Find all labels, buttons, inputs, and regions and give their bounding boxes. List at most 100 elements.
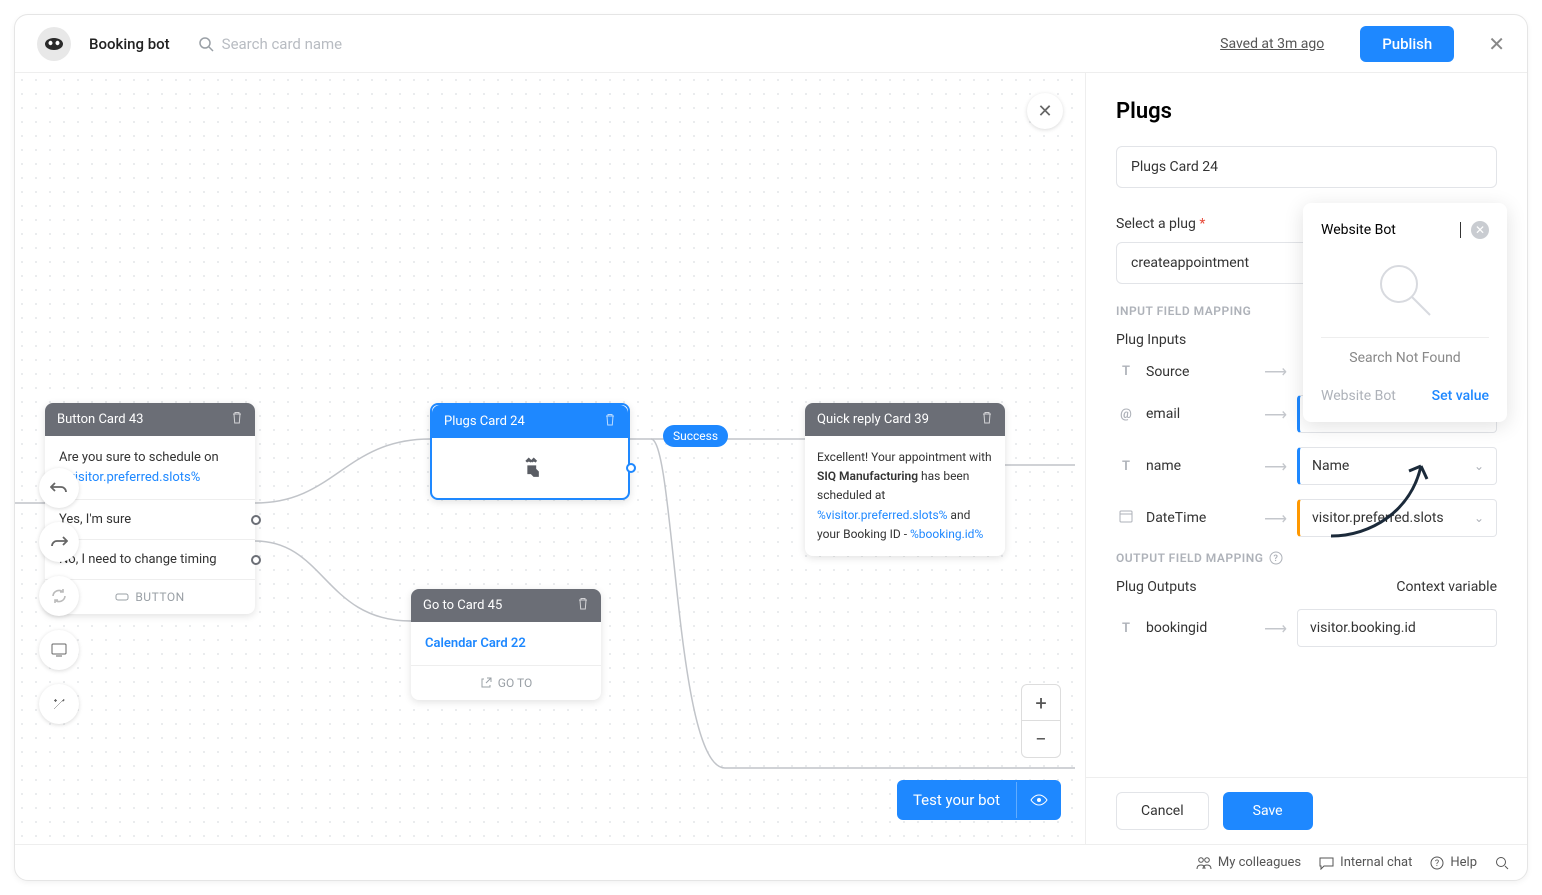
card-title: Plugs Card 24 xyxy=(444,414,525,429)
arrow-icon: ⟶ xyxy=(1264,457,1287,476)
output-map-row: T bookingid ⟶ xyxy=(1116,609,1497,647)
text-icon: T xyxy=(1116,364,1136,379)
close-icon[interactable]: ✕ xyxy=(1488,32,1505,56)
popover-search-input[interactable] xyxy=(1321,222,1461,238)
success-badge: Success xyxy=(663,425,728,447)
output-mapping-label: OUTPUT FIELD MAPPING ? xyxy=(1116,551,1497,565)
clear-icon[interactable]: ✕ xyxy=(1471,221,1489,239)
topbar: Booking bot Saved at 3m ago Publish ✕ xyxy=(15,15,1527,73)
selected-plug-value: createappointment xyxy=(1131,255,1249,271)
input-name: email xyxy=(1146,406,1180,422)
magnifier-icon xyxy=(1321,259,1489,321)
port-icon[interactable] xyxy=(251,515,261,525)
text-icon: T xyxy=(1116,459,1136,474)
internal-chat-link[interactable]: Internal chat xyxy=(1319,855,1412,870)
search-wrap[interactable] xyxy=(198,35,482,53)
card-body xyxy=(432,438,628,498)
arrow-icon: ⟶ xyxy=(1264,405,1287,424)
text-icon: T xyxy=(1116,621,1136,636)
input-map-row: T name ⟶ Name ⌄ xyxy=(1116,447,1497,485)
trash-icon[interactable] xyxy=(604,413,616,430)
option-label: No, I need to change timing xyxy=(59,552,217,567)
port-icon[interactable] xyxy=(626,463,636,473)
chevron-down-icon: ⌄ xyxy=(1474,459,1484,473)
magic-button[interactable] xyxy=(39,684,79,724)
bot-avatar xyxy=(37,27,71,61)
svg-text:?: ? xyxy=(1274,554,1279,564)
mapping-field[interactable]: visitor.preferred.slots ⌄ xyxy=(1297,499,1497,537)
card-title: Go to Card 45 xyxy=(423,598,502,613)
footer-search[interactable] xyxy=(1495,856,1509,870)
info-icon: ? xyxy=(1269,551,1283,565)
popover-value-grey: Website Bot xyxy=(1321,388,1396,404)
publish-button[interactable]: Publish xyxy=(1360,26,1454,62)
input-map-row: DateTime ⟶ visitor.preferred.slots ⌄ xyxy=(1116,499,1497,537)
people-icon xyxy=(1196,856,1212,870)
input-name: DateTime xyxy=(1146,510,1206,526)
redo-button[interactable] xyxy=(39,522,79,562)
cancel-button[interactable]: Cancel xyxy=(1116,792,1209,830)
saved-status[interactable]: Saved at 3m ago xyxy=(1220,36,1324,52)
search-icon xyxy=(198,36,214,52)
card-header: Go to Card 45 xyxy=(411,589,601,622)
canvas-tools xyxy=(39,468,79,724)
chevron-down-icon: ⌄ xyxy=(1474,511,1484,525)
card-title: Button Card 43 xyxy=(57,412,143,427)
chat-icon xyxy=(1319,856,1334,870)
preview-button[interactable] xyxy=(39,630,79,670)
at-icon: @ xyxy=(1116,407,1136,422)
output-name: bookingid xyxy=(1146,620,1207,636)
zoom-out-button[interactable]: − xyxy=(1022,721,1060,757)
trash-icon[interactable] xyxy=(981,411,993,428)
undo-button[interactable] xyxy=(39,468,79,508)
output-field[interactable] xyxy=(1297,609,1497,647)
arrow-icon: ⟶ xyxy=(1264,362,1287,381)
sidebar-title: Plugs xyxy=(1116,99,1497,124)
card-title: Quick reply Card 39 xyxy=(817,412,929,427)
test-bot-label: Test your bot xyxy=(897,780,1016,820)
refresh-button[interactable] xyxy=(39,576,79,616)
canvas-close-button[interactable]: ✕ xyxy=(1027,93,1063,129)
colleagues-link[interactable]: My colleagues xyxy=(1196,855,1301,870)
plugs-card[interactable]: Plugs Card 24 xyxy=(430,403,630,500)
plug-icon xyxy=(515,453,545,483)
svg-text:?: ? xyxy=(1435,859,1439,869)
test-bot-button[interactable]: Test your bot xyxy=(897,780,1061,820)
trash-icon[interactable] xyxy=(577,597,589,614)
not-found-text: Search Not Found xyxy=(1321,350,1489,366)
zoom-controls: + − xyxy=(1021,684,1061,758)
external-icon xyxy=(480,677,492,689)
bot-name: Booking bot xyxy=(89,35,170,53)
sidebar-footer: Cancel Save xyxy=(1086,777,1527,844)
canvas[interactable]: ✕ Button Card 43 Are you sure to schedul… xyxy=(15,73,1085,844)
prompt-text: Are you sure to schedule on xyxy=(59,448,241,468)
card-header: Button Card 43 xyxy=(45,403,255,436)
set-value-link[interactable]: Set value xyxy=(1432,388,1489,404)
properties-sidebar: Plugs Select a plug * createappointment … xyxy=(1085,73,1527,844)
trash-icon[interactable] xyxy=(231,411,243,428)
search-icon xyxy=(1495,856,1509,870)
plug-outputs-label: Plug Outputs xyxy=(1116,579,1197,595)
calendar-icon xyxy=(1116,509,1136,527)
button-icon xyxy=(115,591,129,603)
help-link[interactable]: ? Help xyxy=(1430,855,1477,870)
card-name-input[interactable] xyxy=(1116,146,1497,188)
arrow-icon: ⟶ xyxy=(1264,509,1287,528)
goto-target[interactable]: Calendar Card 22 xyxy=(411,622,601,665)
mapping-field[interactable]: Name ⌄ xyxy=(1297,447,1497,485)
quick-reply-card[interactable]: Quick reply Card 39 Excellent! Your appo… xyxy=(805,403,1005,556)
eye-icon xyxy=(1016,782,1061,818)
save-button[interactable]: Save xyxy=(1223,792,1313,830)
card-footer: GO TO xyxy=(411,665,601,700)
card-header: Quick reply Card 39 xyxy=(805,403,1005,436)
card-body: Excellent! Your appointment with SIQ Man… xyxy=(805,436,1005,556)
input-name: name xyxy=(1146,458,1181,474)
search-input[interactable] xyxy=(222,35,482,53)
zoom-in-button[interactable]: + xyxy=(1022,685,1060,721)
set-value-popover: ✕ Search Not Found Website Bot Set value xyxy=(1303,203,1507,422)
context-variable-label: Context variable xyxy=(1396,579,1497,595)
port-icon[interactable] xyxy=(251,555,261,565)
goto-card[interactable]: Go to Card 45 Calendar Card 22 GO TO xyxy=(411,589,601,700)
help-icon: ? xyxy=(1430,856,1444,870)
card-header: Plugs Card 24 xyxy=(432,405,628,438)
